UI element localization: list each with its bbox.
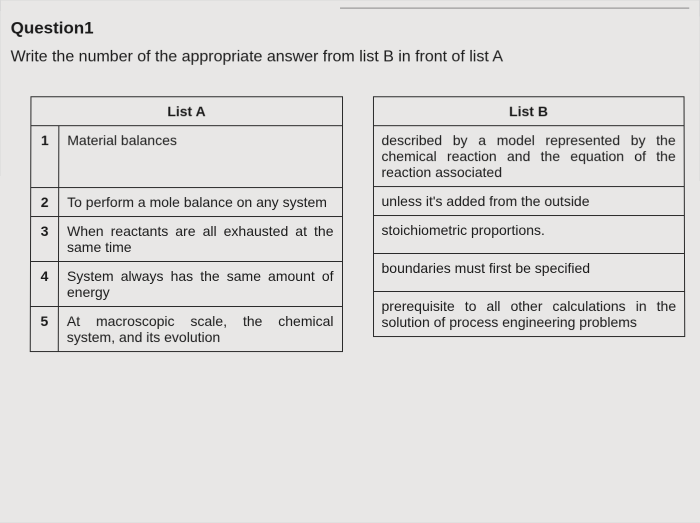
row-text: described by a model represented by the …: [373, 126, 684, 187]
list-a-wrapper: List A 1 Material balances 2 To perform …: [30, 96, 343, 352]
table-row: 4 System always has the same amount of e…: [30, 261, 342, 306]
list-a-header: List A: [31, 97, 342, 126]
row-text: At macroscopic scale, the chemical syste…: [58, 307, 342, 352]
table-row: stoichiometric proportions.: [373, 216, 684, 254]
table-row: described by a model represented by the …: [373, 126, 684, 187]
row-text: stoichiometric proportions.: [373, 216, 684, 254]
row-text: Material balances: [59, 126, 342, 188]
row-num: 3: [30, 217, 58, 262]
list-a-table: List A 1 Material balances 2 To perform …: [30, 96, 343, 352]
row-text: prerequisite to all other calculations i…: [373, 292, 685, 337]
row-text: boundaries must first be specified: [373, 254, 685, 292]
question-title: Question1: [11, 19, 690, 39]
list-b-wrapper: List B described by a model represented …: [372, 96, 685, 352]
document-page: Question1 Write the number of the approp…: [0, 1, 700, 523]
row-text: To perform a mole balance on any system: [59, 188, 342, 217]
table-row: 1 Material balances: [31, 126, 342, 188]
table-row: 5 At macroscopic scale, the chemical sys…: [30, 307, 342, 352]
table-row: unless it's added from the outside: [373, 187, 684, 216]
row-num: 5: [30, 307, 58, 352]
tables-container: List A 1 Material balances 2 To perform …: [10, 96, 691, 352]
row-num: 4: [30, 261, 58, 306]
row-num: 2: [31, 188, 59, 217]
table-row: boundaries must first be specified: [373, 254, 685, 292]
question-instruction: Write the number of the appropriate answ…: [11, 48, 690, 66]
row-text: System always has the same amount of ene…: [58, 261, 342, 306]
row-text: unless it's added from the outside: [373, 187, 684, 216]
row-text: When reactants are all exhausted at the …: [58, 217, 342, 262]
row-num: 1: [31, 126, 59, 188]
list-b-header: List B: [373, 97, 684, 126]
question-header: Question1 Write the number of the approp…: [11, 19, 690, 67]
table-row: 2 To perform a mole balance on any syste…: [31, 188, 342, 217]
table-row: 3 When reactants are all exhausted at th…: [30, 217, 342, 262]
table-row: prerequisite to all other calculations i…: [373, 292, 685, 337]
list-b-table: List B described by a model represented …: [372, 96, 685, 337]
page-top-edge: [340, 1, 689, 9]
